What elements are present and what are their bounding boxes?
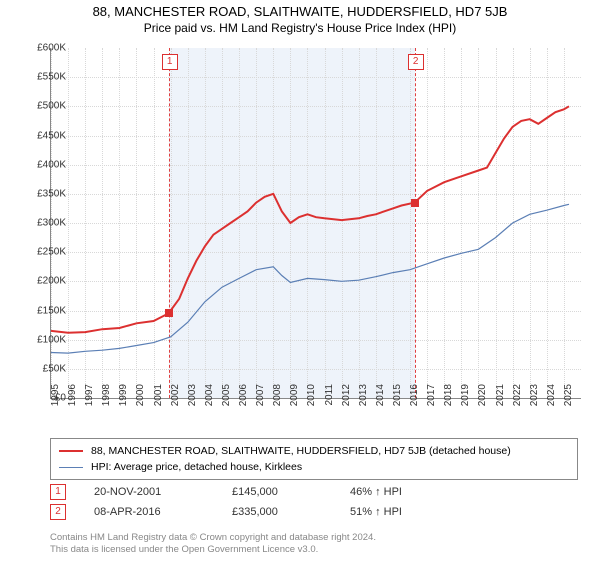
series-property: [51, 106, 569, 332]
footnote-line: This data is licensed under the Open Gov…: [50, 544, 376, 556]
y-axis-label: £150K: [24, 305, 66, 316]
sales-table: 1 20-NOV-2001 £145,000 46% ↑ HPI 2 08-APR-201…: [50, 482, 402, 522]
x-axis-label: 1999: [118, 384, 129, 414]
legend: 88, MANCHESTER ROAD, SLAITHWAITE, HUDDER…: [50, 438, 578, 480]
x-axis-label: 2009: [289, 384, 300, 414]
y-axis-label: £200K: [24, 276, 66, 287]
x-axis-label: 2015: [392, 384, 403, 414]
x-axis-label: 2001: [153, 384, 164, 414]
y-axis-label: £250K: [24, 247, 66, 258]
y-axis-label: £350K: [24, 188, 66, 199]
x-axis-label: 2007: [255, 384, 266, 414]
x-axis-label: 2014: [375, 384, 386, 414]
x-axis-label: 2013: [358, 384, 369, 414]
y-axis-label: £400K: [24, 159, 66, 170]
sale-change: 46% ↑ HPI: [350, 486, 402, 498]
legend-label: HPI: Average price, detached house, Kirk…: [91, 459, 302, 475]
x-axis-label: 2020: [477, 384, 488, 414]
x-axis-label: 2003: [187, 384, 198, 414]
x-axis-label: 2002: [170, 384, 181, 414]
sale-row: 2 08-APR-2016 £335,000 51% ↑ HPI: [50, 502, 402, 522]
x-axis-label: 1995: [50, 384, 61, 414]
legend-swatch: [59, 450, 83, 452]
x-axis-label: 2024: [546, 384, 557, 414]
x-axis-label: 2016: [409, 384, 420, 414]
sale-change: 51% ↑ HPI: [350, 506, 402, 518]
x-axis-label: 2019: [460, 384, 471, 414]
x-axis-label: 2017: [426, 384, 437, 414]
series-hpi: [51, 204, 569, 353]
footnote: Contains HM Land Registry data © Crown c…: [50, 532, 376, 556]
x-axis-label: 2008: [272, 384, 283, 414]
x-axis-label: 2000: [135, 384, 146, 414]
chart-subtitle: Price paid vs. HM Land Registry's House …: [0, 21, 600, 35]
y-axis-label: £600K: [24, 43, 66, 54]
sale-row-marker: 1: [50, 484, 66, 500]
y-axis-label: £100K: [24, 334, 66, 345]
sale-date: 20-NOV-2001: [94, 486, 204, 498]
chart-container: 88, MANCHESTER ROAD, SLAITHWAITE, HUDDER…: [0, 4, 600, 564]
y-axis-label: £500K: [24, 101, 66, 112]
x-axis-label: 2012: [341, 384, 352, 414]
x-axis-label: 1998: [101, 384, 112, 414]
x-axis-label: 2010: [306, 384, 317, 414]
x-axis-label: 2021: [495, 384, 506, 414]
chart-lines: [51, 48, 581, 398]
y-axis-label: £550K: [24, 72, 66, 83]
sale-row: 1 20-NOV-2001 £145,000 46% ↑ HPI: [50, 482, 402, 502]
y-axis-label: £450K: [24, 130, 66, 141]
x-axis-label: 2022: [512, 384, 523, 414]
sale-row-marker: 2: [50, 504, 66, 520]
sale-price: £335,000: [232, 506, 322, 518]
plot-area: 12: [50, 48, 581, 399]
x-axis-label: 1997: [84, 384, 95, 414]
x-axis-label: 2005: [221, 384, 232, 414]
sale-price: £145,000: [232, 486, 322, 498]
x-axis-label: 1996: [67, 384, 78, 414]
x-axis-label: 2004: [204, 384, 215, 414]
x-axis-label: 2025: [563, 384, 574, 414]
legend-row: 88, MANCHESTER ROAD, SLAITHWAITE, HUDDER…: [59, 443, 569, 459]
sale-date: 08-APR-2016: [94, 506, 204, 518]
chart-title: 88, MANCHESTER ROAD, SLAITHWAITE, HUDDER…: [0, 4, 600, 19]
x-axis-label: 2011: [324, 384, 335, 414]
x-axis-label: 2006: [238, 384, 249, 414]
y-axis-label: £50K: [24, 363, 66, 374]
footnote-line: Contains HM Land Registry data © Crown c…: [50, 532, 376, 544]
legend-swatch: [59, 467, 83, 468]
x-axis-label: 2023: [529, 384, 540, 414]
legend-label: 88, MANCHESTER ROAD, SLAITHWAITE, HUDDER…: [91, 443, 511, 459]
legend-row: HPI: Average price, detached house, Kirk…: [59, 459, 569, 475]
y-axis-label: £300K: [24, 218, 66, 229]
x-axis-label: 2018: [443, 384, 454, 414]
